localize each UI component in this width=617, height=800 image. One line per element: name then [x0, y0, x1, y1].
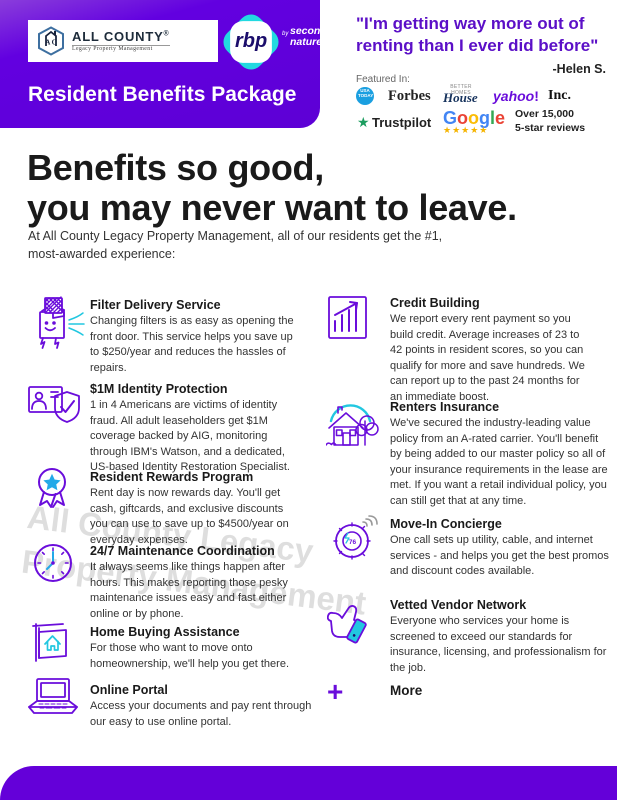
- svg-text:A C: A C: [45, 39, 56, 47]
- svg-text:76: 76: [349, 539, 357, 546]
